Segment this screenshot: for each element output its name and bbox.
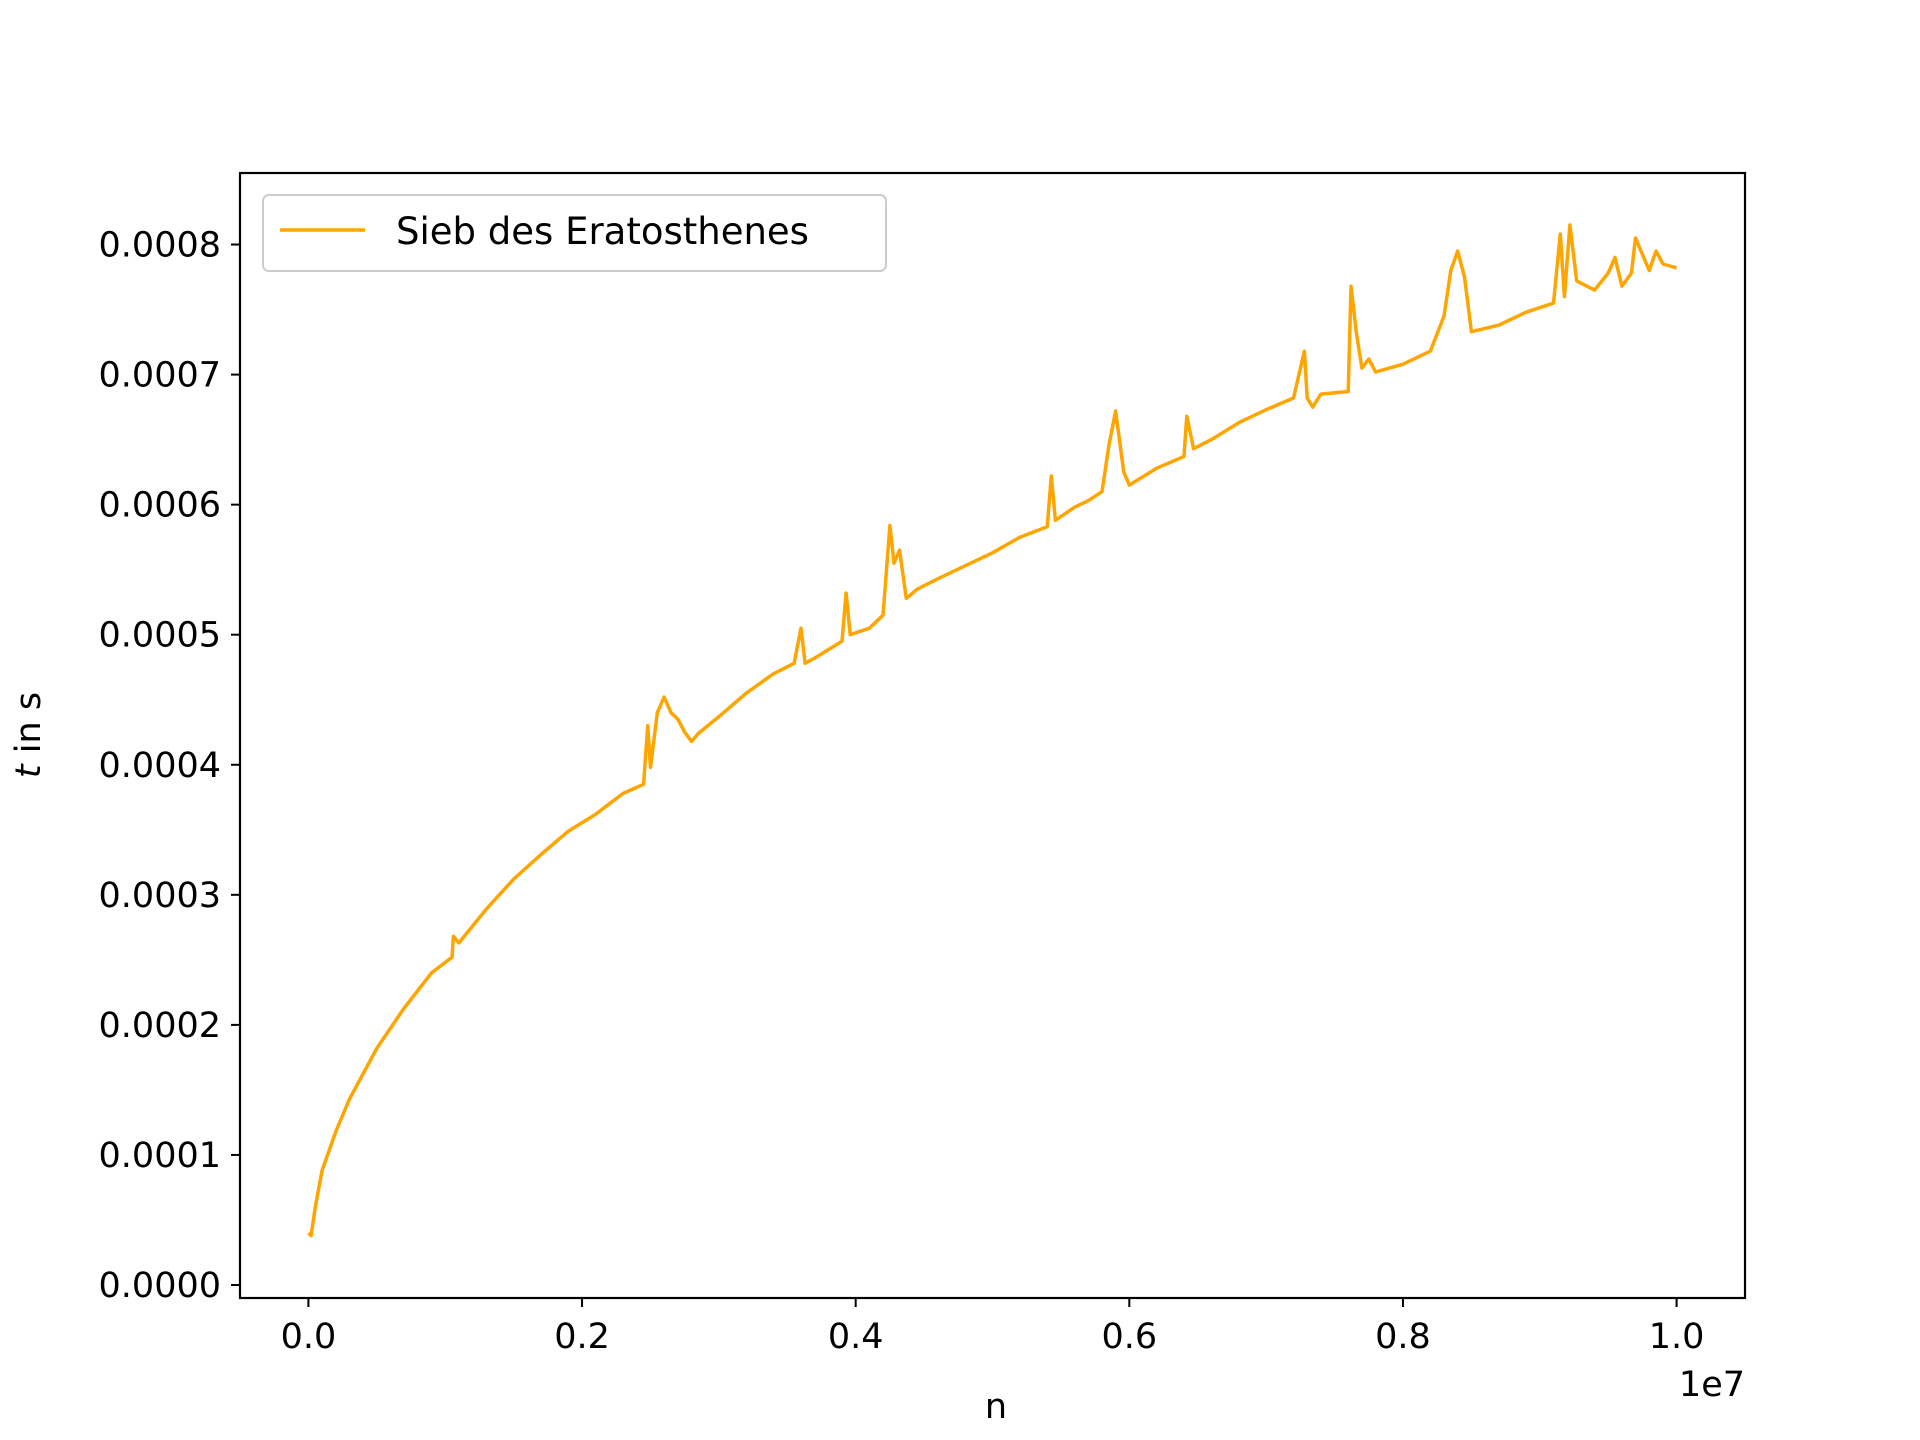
y-tick-label: 0.0001 [99,1136,221,1176]
y-tick-label: 0.0008 [99,226,221,266]
x-offset-label: 1e7 [1679,1365,1745,1405]
y-tick-label: 0.0004 [99,746,221,786]
x-tick-label: 0.2 [554,1317,610,1357]
legend-label: Sieb des Eratosthenes [396,210,809,253]
y-axis-label: t in s [9,692,49,778]
y-tick-label: 0.0006 [99,486,221,526]
x-axis-ticks: 0.0 0.2 0.4 0.6 0.8 1.0 [281,1298,1705,1357]
x-tick-label: 0.6 [1101,1317,1157,1357]
plot-frame [238,171,1747,1300]
x-axis-label: n [985,1387,1007,1427]
x-tick-label: 0.8 [1375,1317,1431,1357]
legend-box [262,194,887,272]
plot-area [240,173,1745,1298]
y-tick-label: 0.0002 [99,1006,221,1046]
y-axis-label-variable: t [9,763,49,778]
y-tick-label: 0.0000 [99,1266,221,1306]
x-tick-label: 1.0 [1649,1317,1705,1357]
x-tick-label: 0.0 [281,1317,337,1357]
series-line-0 [307,223,1678,1238]
y-tick-label: 0.0005 [99,616,221,656]
y-tick-label: 0.0003 [99,876,221,916]
legend: Sieb des Eratosthenes [262,194,887,272]
series-layer [307,223,1678,1238]
y-tick-label: 0.0007 [99,356,221,396]
y-axis-label-unit: in s [9,692,49,764]
y-axis-ticks: 0.0000 0.0001 0.0002 0.0003 0.0004 0.0005 0.00… [99,226,240,1306]
x-tick-label: 0.4 [828,1317,884,1357]
